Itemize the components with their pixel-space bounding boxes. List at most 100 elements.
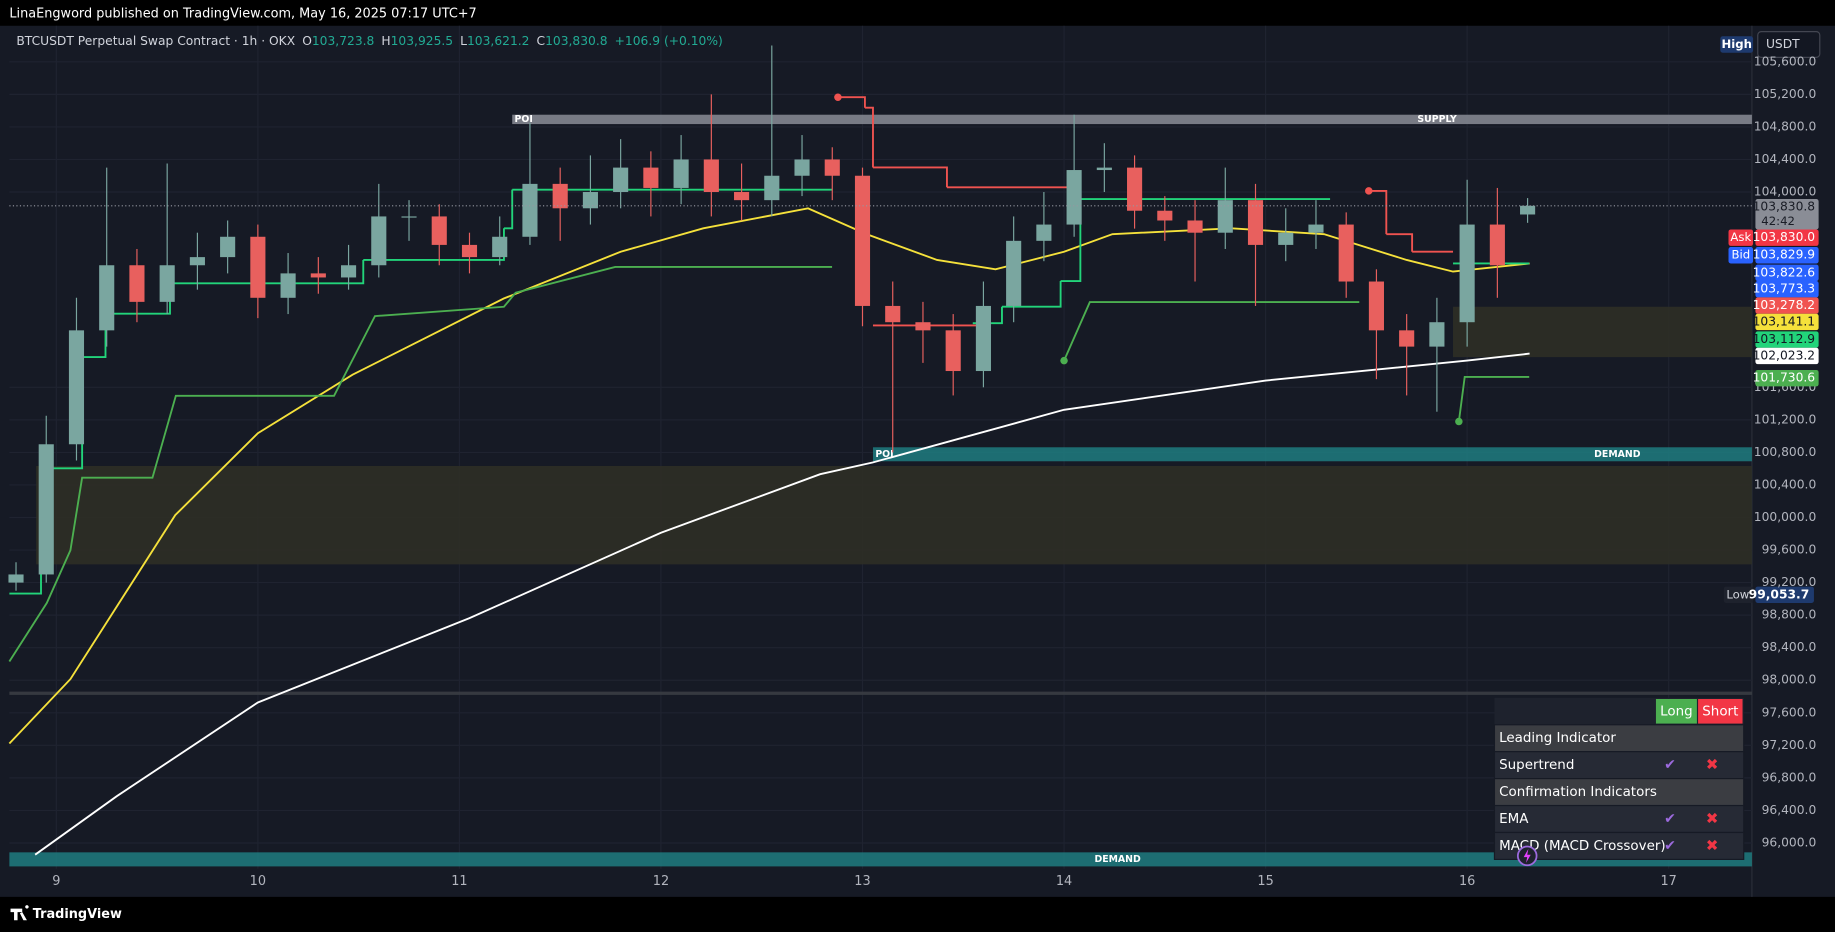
zone — [512, 114, 1752, 125]
price-badge-text: 103,830.0 — [1753, 230, 1816, 244]
candle-body — [673, 159, 689, 188]
currency[interactable]: USDT — [1766, 37, 1800, 51]
candle-body — [975, 305, 991, 372]
candle-body — [1217, 200, 1233, 233]
y-tick-label: 105,200.0 — [1754, 87, 1817, 101]
supertrend-step — [1386, 233, 1414, 252]
candle-body — [1489, 224, 1505, 266]
price-badge-tag-text: Ask — [1730, 230, 1751, 244]
supertrend-step — [837, 96, 866, 108]
zone-poi-label: POI — [875, 449, 893, 460]
price-badge — [1755, 297, 1819, 314]
zone — [1453, 306, 1752, 358]
legend: BTCUSDT Perpetual Swap Contract · 1h · O… — [16, 33, 722, 47]
supertrend-step — [169, 259, 365, 285]
y-tick-label: 98,800.0 — [1762, 608, 1817, 622]
candle-body — [8, 574, 24, 583]
long-status: ✔ — [1664, 811, 1676, 827]
y-tick-label: 99,200.0 — [1762, 575, 1817, 589]
price-badge-text: 103,112.9 — [1753, 332, 1816, 346]
x-tick-label: 14 — [1056, 874, 1072, 889]
x-tick-label: 12 — [653, 874, 669, 889]
zone — [9, 852, 1752, 867]
candle-body — [280, 273, 296, 298]
candle-body — [492, 236, 508, 258]
price-badge-text: 103,830.8 — [1753, 200, 1816, 214]
candle-body — [1096, 167, 1112, 171]
tradingview-logo — [10, 905, 29, 921]
table-row — [1493, 751, 1745, 780]
indicator-line — [1457, 376, 1530, 422]
supertrend-step — [872, 166, 948, 188]
indicator-line — [34, 352, 1530, 856]
candle-body — [461, 244, 478, 258]
y-tick-label: 99,600.0 — [1762, 543, 1817, 557]
price-badge — [1755, 229, 1819, 246]
candle-body — [613, 167, 629, 193]
x-tick-label: 9 — [52, 874, 60, 889]
candle-body — [159, 265, 175, 302]
y-tick-label: 98,400.0 — [1762, 640, 1817, 654]
candle-body — [371, 216, 387, 266]
c-label: C — [537, 33, 546, 47]
y-tick-label: 101,200.0 — [1754, 412, 1817, 426]
table-row — [1493, 724, 1745, 753]
y-tick-label: 97,200.0 — [1762, 738, 1817, 752]
zone-name-label: DEMAND — [1094, 854, 1141, 865]
price-badge-text: 103,278.2 — [1753, 298, 1816, 312]
candle-body — [1247, 200, 1264, 245]
long-label: Long — [1660, 704, 1693, 719]
candle-body — [1036, 224, 1052, 241]
candle-body — [68, 330, 85, 445]
candle-body — [854, 175, 871, 306]
y-tick-label: 104,000.0 — [1754, 185, 1817, 199]
y-tick-label: 96,800.0 — [1762, 770, 1817, 784]
y-tick-label: 100,000.0 — [1754, 510, 1817, 524]
indicator-line — [1063, 301, 1360, 361]
long-status: ✔ — [1664, 757, 1676, 773]
supertrend-step — [1368, 189, 1388, 235]
candle-body — [1278, 232, 1294, 245]
candle-body — [129, 265, 145, 302]
candle-body — [643, 167, 659, 188]
candle-body — [1459, 224, 1475, 323]
candle-body — [703, 159, 719, 193]
short-status: ✖ — [1706, 836, 1719, 854]
price-badge — [1755, 347, 1819, 365]
change: +106.9 (+0.10%) — [615, 33, 723, 47]
price-badge-text: 101,730.6 — [1753, 371, 1816, 385]
zone — [36, 465, 1752, 565]
signal-dot — [1455, 417, 1463, 426]
l-label: L — [460, 33, 467, 47]
close: 103,830.8 — [545, 33, 608, 47]
y-tick-label: 105,600.0 — [1754, 54, 1817, 68]
y-tick-label: 98,000.0 — [1762, 673, 1817, 687]
candle-body — [552, 183, 568, 209]
signal-dot — [1365, 187, 1373, 195]
signal-dot — [834, 93, 842, 101]
short-status: ✖ — [1706, 756, 1719, 774]
candle-body — [734, 192, 750, 201]
low-badge — [1755, 586, 1814, 603]
table-row — [1493, 804, 1745, 834]
candle-body — [341, 265, 357, 278]
zone-name-label: SUPPLY — [1417, 114, 1457, 125]
currency-box[interactable] — [1757, 31, 1821, 58]
zone-name-label: DEMAND — [1594, 449, 1641, 460]
price-badge-tag-text: Bid — [1731, 248, 1750, 262]
signal-dot — [1060, 356, 1068, 365]
x-tick-label: 10 — [250, 874, 266, 889]
indicator-line — [8, 266, 833, 663]
price-badge-text: 103,822.6 — [1753, 265, 1816, 279]
h-label: H — [381, 33, 390, 47]
row-name: MACD (MACD Crossover) — [1499, 839, 1666, 854]
price-badge-text: 102,023.2 — [1753, 348, 1816, 362]
short-label: Short — [1702, 704, 1738, 719]
high-label: High — [1721, 37, 1751, 51]
candle-body — [99, 265, 115, 331]
supertrend-step — [1060, 199, 1082, 282]
x-tick-label: 11 — [451, 874, 467, 889]
candle-body — [401, 216, 417, 218]
price-badge — [1755, 313, 1819, 331]
